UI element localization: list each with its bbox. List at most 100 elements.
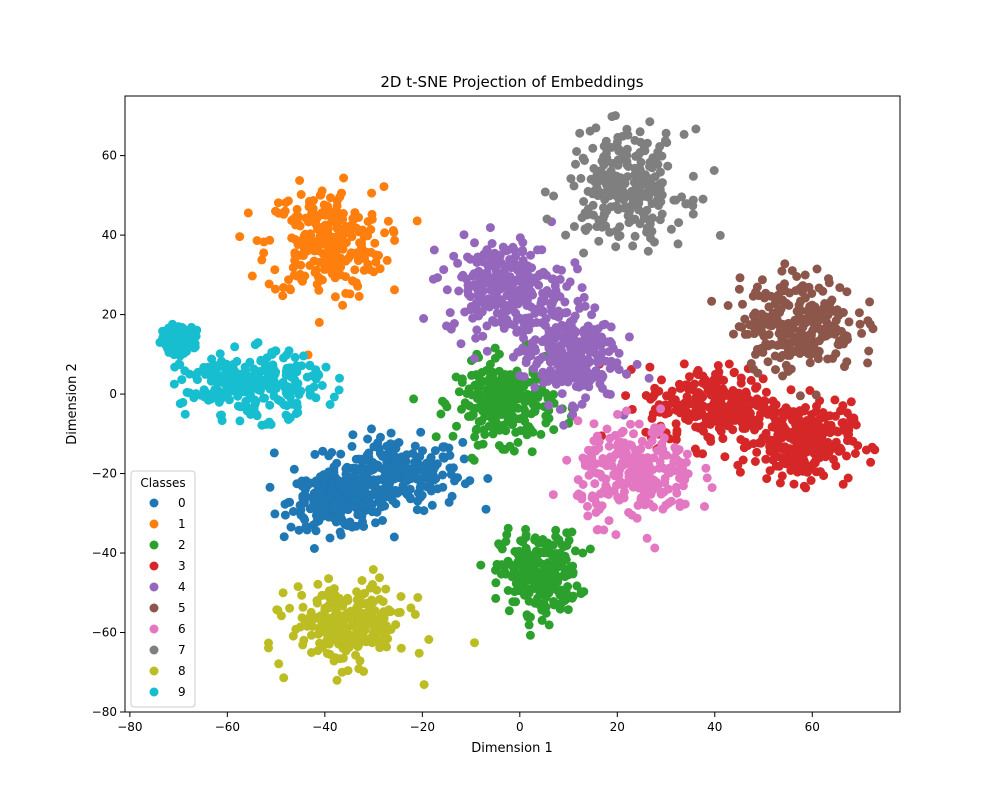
data-point-class-9 xyxy=(217,416,227,426)
data-point-class-1 xyxy=(257,255,267,265)
data-point-class-2 xyxy=(530,598,540,608)
data-point-class-1 xyxy=(304,202,314,212)
data-point-class-1 xyxy=(337,188,346,198)
data-point-class-0 xyxy=(412,474,422,484)
data-point-class-4 xyxy=(537,369,547,379)
data-point-class-3 xyxy=(805,386,815,395)
data-point-class-7 xyxy=(622,124,632,134)
data-point-class-3 xyxy=(730,405,740,415)
data-point-class-9 xyxy=(238,369,248,379)
data-point-class-1 xyxy=(259,248,269,258)
data-point-class-6 xyxy=(656,404,666,414)
legend-label-1: 1 xyxy=(178,517,186,531)
data-point-class-3 xyxy=(789,457,799,466)
data-point-class-7 xyxy=(630,231,640,241)
data-point-class-7 xyxy=(612,137,622,147)
data-point-class-3 xyxy=(673,403,683,413)
data-point-class-1 xyxy=(295,250,305,260)
data-point-class-0 xyxy=(300,515,310,525)
data-point-class-4 xyxy=(531,346,540,356)
data-point-class-7 xyxy=(611,242,621,252)
data-point-class-5 xyxy=(805,358,815,368)
data-point-class-4 xyxy=(479,279,488,289)
data-point-class-0 xyxy=(444,497,454,507)
data-point-class-1 xyxy=(264,279,274,289)
data-point-class-4 xyxy=(506,263,516,273)
data-point-class-2 xyxy=(552,585,562,595)
data-point-class-2 xyxy=(497,544,507,554)
data-point-class-2 xyxy=(543,394,553,404)
data-point-class-0 xyxy=(324,451,334,461)
data-point-class-8 xyxy=(414,648,424,658)
data-point-class-9 xyxy=(174,322,184,332)
data-point-class-8 xyxy=(298,602,308,612)
data-point-class-5 xyxy=(798,322,808,332)
data-point-class-2 xyxy=(489,382,499,392)
data-point-class-1 xyxy=(380,228,390,238)
data-point-class-3 xyxy=(671,419,681,429)
data-point-class-8 xyxy=(470,638,479,648)
data-point-class-3 xyxy=(850,449,860,458)
data-point-class-5 xyxy=(753,326,763,336)
data-point-class-4 xyxy=(566,373,576,383)
data-point-class-0 xyxy=(348,430,358,440)
data-point-class-9 xyxy=(215,349,225,359)
plot-frame xyxy=(124,95,901,713)
data-point-class-7 xyxy=(588,143,598,153)
data-point-class-4 xyxy=(573,347,583,357)
data-point-class-4 xyxy=(515,233,525,243)
data-point-class-9 xyxy=(193,367,203,377)
data-point-class-6 xyxy=(573,416,583,426)
data-point-class-5 xyxy=(840,362,849,372)
data-point-class-7 xyxy=(610,178,620,188)
data-point-class-3 xyxy=(750,425,759,435)
data-point-class-5 xyxy=(792,338,802,348)
data-point-class-8 xyxy=(333,611,343,621)
data-point-class-2 xyxy=(549,600,559,610)
data-point-class-6 xyxy=(572,491,582,501)
data-point-class-0 xyxy=(308,502,317,512)
data-point-class-1 xyxy=(310,239,319,249)
data-point-class-4 xyxy=(555,404,565,414)
data-point-class-6 xyxy=(607,454,617,464)
data-point-class-3 xyxy=(680,398,690,408)
data-point-class-3 xyxy=(735,467,745,477)
data-point-class-0 xyxy=(345,521,355,531)
data-point-class-4 xyxy=(547,274,557,284)
data-point-class-8 xyxy=(325,592,335,602)
data-point-class-2 xyxy=(473,384,483,394)
data-point-class-4 xyxy=(590,303,600,313)
data-point-class-4 xyxy=(527,338,537,348)
data-point-class-0 xyxy=(280,510,290,520)
data-point-class-3 xyxy=(739,443,749,453)
data-point-class-2 xyxy=(497,560,506,570)
data-point-class-3 xyxy=(733,388,743,398)
data-point-class-9 xyxy=(213,370,223,380)
data-point-class-6 xyxy=(669,453,679,463)
data-point-class-6 xyxy=(592,525,602,535)
data-point-class-2 xyxy=(519,382,529,392)
data-point-class-6 xyxy=(584,445,593,455)
data-point-class-3 xyxy=(811,456,821,465)
legend-label-5: 5 xyxy=(178,601,186,615)
data-point-class-4 xyxy=(577,399,587,409)
data-point-class-1 xyxy=(325,264,335,274)
data-point-class-4 xyxy=(492,308,502,318)
data-point-class-1 xyxy=(332,201,342,211)
data-point-class-9 xyxy=(175,351,185,361)
data-point-class-0 xyxy=(319,475,329,485)
data-point-class-5 xyxy=(812,318,822,328)
data-point-class-4 xyxy=(522,295,532,305)
data-point-class-6 xyxy=(649,453,659,463)
data-point-class-0 xyxy=(344,502,354,512)
data-point-class-0 xyxy=(324,467,334,477)
data-point-class-3 xyxy=(685,409,695,419)
data-point-class-3 xyxy=(777,471,787,481)
y-tick-label: 40 xyxy=(102,228,117,242)
data-point-class-8 xyxy=(338,653,348,663)
data-point-class-9 xyxy=(232,356,242,366)
data-point-class-5 xyxy=(774,339,784,349)
data-point-class-7 xyxy=(623,162,633,171)
data-point-class-4 xyxy=(579,336,589,346)
data-point-class-4 xyxy=(518,255,528,265)
